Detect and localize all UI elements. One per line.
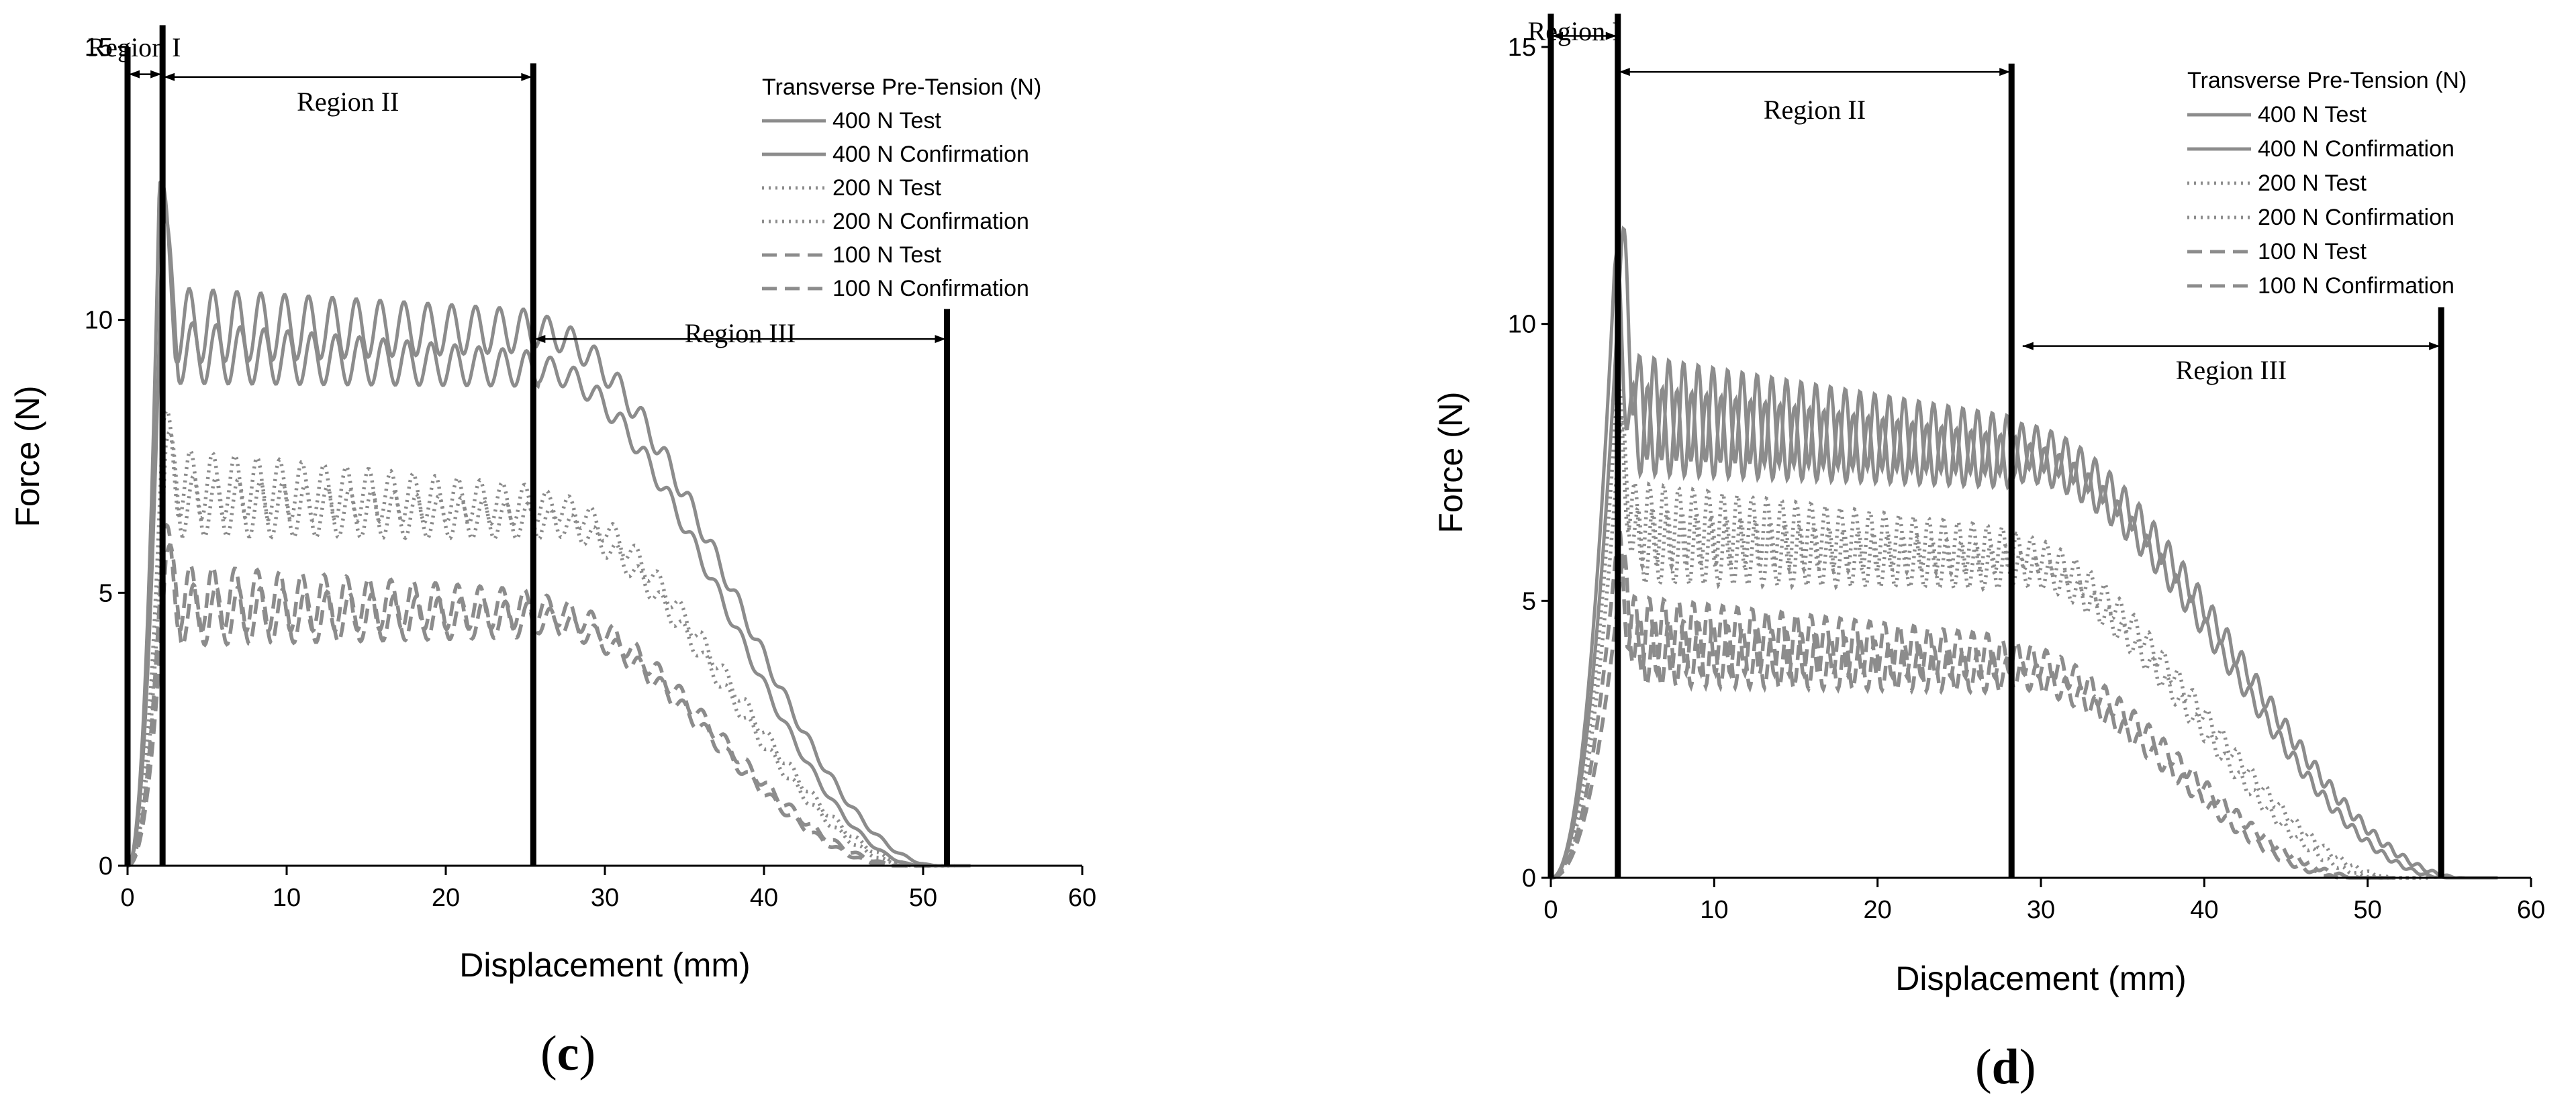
- y-tick-label: 10: [85, 307, 113, 335]
- caption-d: (d): [1975, 1040, 2036, 1095]
- x-tick-label: 0: [120, 884, 134, 912]
- y-tick-label: 5: [99, 579, 113, 607]
- region-arrow-head-right: [150, 70, 162, 79]
- x-axis-title: Displacement (mm): [459, 946, 750, 984]
- y-axis-title: Force (N): [1432, 391, 1470, 533]
- region-label: Region I: [1528, 16, 1621, 46]
- series-line-200-n-confirmation: [1550, 411, 2417, 880]
- legend-title: Transverse Pre-Tension (N): [2187, 68, 2467, 93]
- legend-entry-label: 100 N Confirmation: [832, 276, 1029, 301]
- legend-entry-label: 200 N Test: [2258, 170, 2367, 196]
- caption-d-letter: d: [1991, 1040, 2019, 1095]
- region-arrow-head-left: [1619, 68, 1630, 77]
- legend-entry-label: 100 N Test: [2258, 239, 2367, 264]
- legend-entry-label: 200 N Confirmation: [2258, 205, 2454, 230]
- region-arrow-head-right: [2429, 342, 2440, 350]
- region-arrow-head-left: [2022, 342, 2034, 350]
- x-tick-label: 20: [432, 884, 460, 912]
- legend-title: Transverse Pre-Tension (N): [762, 74, 1041, 100]
- y-axis-title: Force (N): [9, 385, 46, 527]
- x-tick-label: 40: [750, 884, 778, 912]
- y-tick-label: 10: [1508, 311, 1536, 339]
- y-tick-label: 0: [1522, 864, 1536, 893]
- region-arrow-head-left: [129, 70, 140, 79]
- series-line-100-n-confirmation: [1551, 549, 2383, 880]
- x-tick-label: 50: [909, 884, 937, 912]
- series-line-200-n-confirmation: [127, 429, 947, 868]
- legend-entry-label: 400 N Confirmation: [832, 142, 1029, 167]
- series-line-400-n-confirmation: [127, 207, 955, 868]
- x-tick-label: 30: [591, 884, 619, 912]
- y-tick-label: 5: [1522, 587, 1536, 615]
- x-tick-label: 60: [1068, 884, 1096, 912]
- legend-entry-label: 100 N Confirmation: [2258, 273, 2454, 299]
- x-tick-label: 20: [1864, 896, 1892, 924]
- region-arrow-head-right: [521, 72, 532, 81]
- chart-panel-d: 0 10 20 30 40 50 60 0 5 10 15 Displacement (mm) Forc…: [1432, 13, 2545, 997]
- caption-c-letter: c: [557, 1026, 579, 1081]
- y-tick-label: 15: [1508, 34, 1536, 62]
- legend-entry-label: 200 N Test: [832, 175, 941, 201]
- x-tick-label: 60: [2517, 896, 2545, 924]
- region-arrow-head-right: [1999, 68, 2011, 77]
- series-line-100-n-test: [1551, 524, 2400, 880]
- y-tick-label: 0: [99, 852, 113, 881]
- region-arrow-head-right: [1605, 32, 1617, 40]
- caption-c: (c): [540, 1026, 596, 1081]
- chart-panel-c: 0 10 20 30 40 50 60 0 5 10 15 Displacement (mm) Forc…: [9, 25, 1096, 984]
- region-arrow-head-left: [534, 335, 546, 344]
- x-tick-label: 50: [2354, 896, 2382, 924]
- series-line-100-n-confirmation: [127, 543, 931, 868]
- series-line-200-n-test: [127, 407, 955, 868]
- legend-entry-label: 400 N Test: [832, 108, 941, 134]
- region-label: Region III: [685, 318, 796, 348]
- region-arrow-head-left: [1552, 32, 1563, 40]
- legend-entry-label: 400 N Confirmation: [2258, 136, 2454, 162]
- region-label: Region II: [1764, 95, 1866, 125]
- region-label: Region I: [88, 32, 181, 62]
- x-axis-title: Displacement (mm): [1895, 960, 2186, 997]
- legend-entry-label: 400 N Test: [2258, 102, 2367, 128]
- x-tick-label: 40: [2190, 896, 2218, 924]
- x-tick-label: 10: [273, 884, 301, 912]
- x-tick-label: 30: [2027, 896, 2055, 924]
- region-label: Region II: [297, 87, 399, 117]
- region-arrow-head-left: [164, 72, 175, 81]
- region-arrow-head-right: [935, 335, 946, 344]
- region-label: Region III: [2176, 355, 2287, 385]
- x-tick-label: 0: [1543, 896, 1558, 924]
- y-tick-label: 15: [85, 34, 113, 62]
- legend-entry-label: 200 N Confirmation: [832, 209, 1029, 234]
- legend-entry-label: 100 N Test: [832, 242, 941, 268]
- series-line-400-n-confirmation: [1550, 251, 2481, 880]
- x-tick-label: 10: [1700, 896, 1728, 924]
